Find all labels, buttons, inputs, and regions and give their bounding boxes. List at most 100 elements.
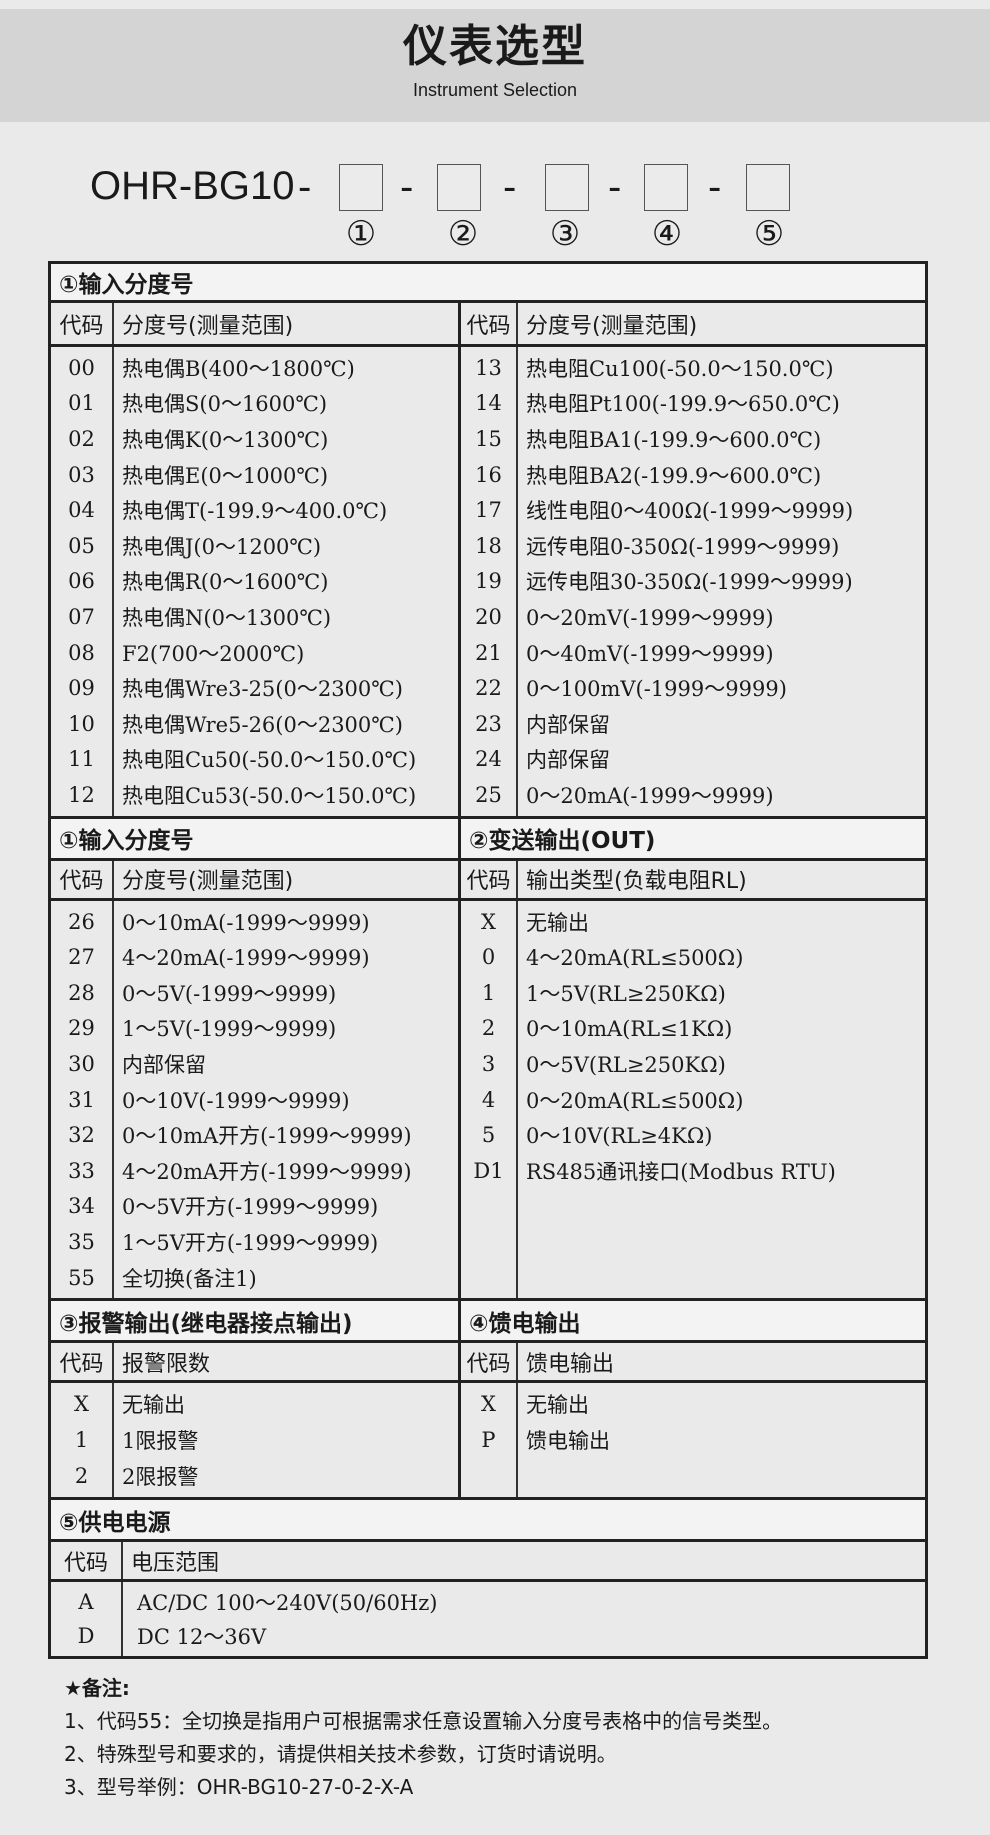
- row-desc: 热电阻Pt100(-199.9～650.0℃): [526, 392, 840, 417]
- section-header-input-2: ①输入分度号: [51, 818, 458, 861]
- row-code: 04: [68, 498, 95, 523]
- model-dash: -: [503, 165, 517, 209]
- model-prefix: OHR-BG10: [90, 164, 295, 208]
- column-header-row: 代码 报警限数: [51, 1343, 458, 1384]
- row-code: 25: [475, 782, 502, 807]
- header-band: [0, 9, 990, 122]
- row-code: 23: [475, 711, 502, 736]
- row-code: 2: [74, 1464, 89, 1489]
- row-desc: 热电偶J(0～1200℃): [122, 534, 322, 559]
- row-code: 16: [475, 462, 502, 487]
- row-desc: 全切换(备注1): [122, 1266, 257, 1291]
- section-header-power: ⑤供电电源: [51, 1500, 925, 1543]
- notes-title: ★备注:: [64, 1676, 130, 1700]
- row-code: 00: [68, 355, 95, 380]
- input-table-left: 代码 分度号(测量范围) 00 01 02 03 04 05 06 07 08 09 10 11 12 热电偶…: [51, 303, 458, 816]
- model-dash: -: [298, 165, 312, 209]
- row-desc: 4～20mA开方(-1999～9999): [122, 1159, 412, 1184]
- row-desc: 1～5V(-1999～9999): [122, 1017, 337, 1042]
- row-desc: DC 12～36V: [137, 1625, 267, 1650]
- table-body: A D AC/DC 100～240V(50/60Hz) DC 12～36V: [51, 1582, 925, 1657]
- table-body: 26 27 28 29 30 31 32 33 34 35 55 0～10mA(-1999～9999)…: [51, 900, 458, 1299]
- row-desc: 2限报警: [122, 1465, 199, 1490]
- code-column: X 0 1 2 3 4 5 D1: [461, 900, 518, 1299]
- row-desc: 0～5V开方(-1999～9999): [122, 1195, 379, 1220]
- model-dash: -: [608, 165, 622, 209]
- row-desc: 内部保留: [122, 1052, 206, 1077]
- row-code: D: [77, 1624, 95, 1649]
- row-desc: 热电偶R(0～1600℃): [122, 570, 329, 595]
- row-code: D1: [473, 1158, 504, 1183]
- row-code: 05: [68, 533, 95, 558]
- column-header-desc: 分度号(测量范围): [122, 313, 294, 339]
- row-desc: 热电阻Cu100(-50.0～150.0℃): [526, 356, 834, 381]
- row-code: X: [481, 1392, 496, 1417]
- row-desc: 4～20mA(RL≤500Ω): [526, 946, 744, 971]
- row-code: X: [481, 909, 496, 934]
- left-half: ①输入分度号 代码 分度号(测量范围) 26 27 28 29 30 31 32 33 34 35 55 0…: [51, 818, 461, 1299]
- row-code: 4: [481, 1087, 496, 1112]
- row-desc: 热电偶K(0～1300℃): [122, 427, 329, 452]
- page-subtitle: Instrument Selection: [412, 80, 578, 100]
- row-desc: 0～40mV(-1999～9999): [526, 641, 774, 666]
- section-header-output: ②变送输出(OUT): [461, 818, 925, 861]
- row-code: 03: [68, 462, 95, 487]
- section-header-feed: ④馈电输出: [461, 1301, 925, 1344]
- row-code: 09: [68, 676, 95, 701]
- desc-column: 热电偶B(400～1800℃) 热电偶S(0～1600℃) 热电偶K(0～1300℃…: [114, 347, 458, 816]
- row-desc: 热电偶B(400～1800℃): [122, 356, 355, 381]
- row-desc: 热电偶E(0～1000℃): [122, 463, 329, 488]
- column-header-code: 代码: [51, 1542, 123, 1580]
- row-code: 18: [475, 533, 502, 558]
- column-header-code: 代码: [461, 303, 518, 344]
- slot-label-4: ④: [651, 214, 683, 254]
- row-code: 30: [68, 1051, 95, 1076]
- row-desc: 0～20mA(-1999～9999): [526, 783, 774, 808]
- column-header-code: 代码: [51, 303, 114, 344]
- table-body: 00 01 02 03 04 05 06 07 08 09 10 11 12 热电偶B(400～1800℃…: [51, 347, 458, 816]
- row-code: 32: [68, 1123, 95, 1148]
- column-header-desc: 电压范围: [131, 1550, 220, 1576]
- column-header-row: 代码 电压范围: [51, 1542, 925, 1583]
- note-line-2: 2、特殊型号和要求的，请提供相关技术参数，订货时请说明。: [64, 1742, 617, 1766]
- row-code: 3: [481, 1051, 496, 1076]
- row-desc: 0～10V(-1999～9999): [122, 1088, 350, 1113]
- row-desc: 热电阻Cu53(-50.0～150.0℃): [122, 783, 417, 808]
- row-code: 21: [475, 640, 502, 665]
- row-desc: 热电偶T(-199.9～400.0℃): [122, 499, 388, 524]
- slot-box-5: [746, 164, 790, 211]
- row-desc: 无输出: [122, 1393, 185, 1418]
- row-desc: 热电偶Wre5-26(0～2300℃): [122, 712, 403, 737]
- row-desc: 0～5V(-1999～9999): [122, 981, 337, 1006]
- row-desc: 热电偶S(0～1600℃): [122, 392, 328, 417]
- row-code: 02: [68, 426, 95, 451]
- row-desc: 远传电阻30-350Ω(-1999～9999): [526, 570, 853, 595]
- row-desc: 内部保留: [526, 748, 610, 773]
- right-half: 代码 分度号(测量范围) 13 14 15 16 17 18 19 20 21 22 23 24 25 热电阻…: [461, 303, 925, 816]
- table-body: X P 无输出 馈电输出: [461, 1383, 925, 1498]
- row-desc: 4～20mA(-1999～9999): [122, 946, 370, 971]
- row-code: 29: [68, 1016, 95, 1041]
- input-table-right: 代码 分度号(测量范围) 13 14 15 16 17 18 19 20 21 22 23 24 25 热电阻…: [461, 303, 925, 816]
- row-code: 13: [475, 355, 502, 380]
- slot-box-2: [437, 164, 481, 211]
- column-header-row: 代码 馈电输出: [461, 1343, 925, 1384]
- row-desc: 0～5V(RL≥250KΩ): [526, 1052, 726, 1077]
- row-code: 5: [481, 1123, 496, 1148]
- column-header-code: 代码: [51, 1343, 114, 1381]
- slot-label-2: ②: [447, 214, 479, 254]
- table-body: X 0 1 2 3 4 5 D1 无输出 4～20mA(RL≤500Ω) 1～5V(RL≥250KΩ…: [461, 900, 925, 1299]
- row-code: 35: [68, 1229, 95, 1254]
- desc-column: 无输出 4～20mA(RL≤500Ω) 1～5V(RL≥250KΩ) 0～10mA(R…: [518, 901, 925, 1299]
- desc-column: 0～10mA(-1999～9999) 4～20mA(-1999～9999) 0～5V…: [114, 901, 458, 1299]
- row-desc: 0～100mV(-1999～9999): [526, 677, 787, 702]
- column-header-desc: 馈电输出: [526, 1351, 615, 1377]
- row-code: 19: [475, 569, 502, 594]
- row-code: 08: [68, 640, 95, 665]
- row-desc: 0～20mV(-1999～9999): [526, 605, 774, 630]
- row-desc: 内部保留: [526, 712, 610, 737]
- slot-label-1: ①: [345, 214, 377, 254]
- code-column: X 1 2: [51, 1383, 114, 1498]
- slot-box-3: [545, 164, 589, 211]
- row-code: 2: [481, 1016, 496, 1041]
